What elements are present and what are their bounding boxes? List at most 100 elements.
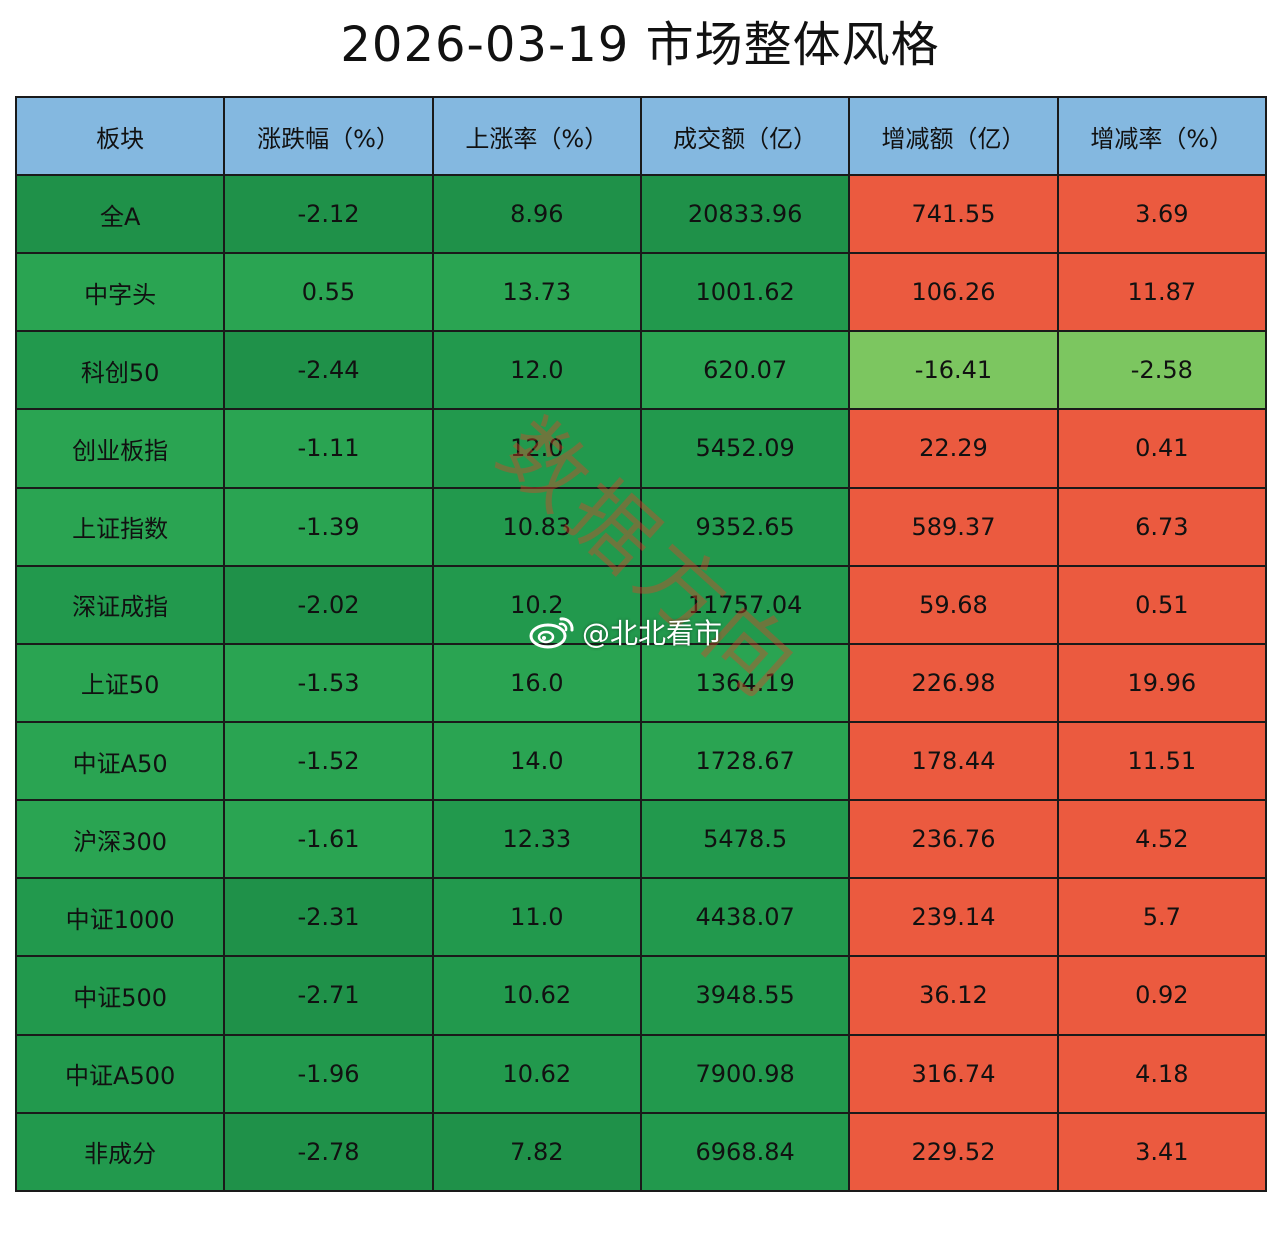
cell-turnover: 20833.96 [639, 173, 851, 255]
table-row: 上证50 -1.53 16.0 1364.19 226.98 19.96 [14, 642, 1268, 723]
cell-delta: 106.26 [848, 252, 1059, 333]
cell-rise-rate: 13.73 [431, 252, 642, 333]
table-row: 深证成指 -2.02 10.2 11757.04 59.68 0.51 [14, 564, 1268, 645]
cell-change-pct: -2.71 [223, 955, 434, 1036]
cell-delta-pct: 5.7 [1056, 877, 1268, 958]
header-turnover: 成交额（亿） [639, 96, 851, 176]
table-row: 中证1000 -2.31 11.0 4438.07 239.14 5.7 [14, 877, 1268, 958]
cell-rise-rate: 14.0 [431, 720, 642, 802]
header-rise-rate: 上涨率（%） [431, 96, 642, 176]
cell-sector: 中证500 [14, 955, 226, 1036]
table-row: 上证指数 -1.39 10.83 9352.65 589.37 6.73 [14, 486, 1268, 567]
cell-delta-pct: 11.51 [1056, 720, 1268, 802]
cell-turnover: 1364.19 [639, 642, 851, 723]
cell-delta: 239.14 [848, 877, 1059, 958]
cell-turnover: 9352.65 [639, 486, 851, 567]
cell-change-pct: -1.61 [223, 799, 434, 880]
cell-delta: 741.55 [848, 173, 1059, 255]
header-delta-pct: 增减率（%） [1056, 96, 1268, 176]
cell-rise-rate: 12.0 [431, 330, 642, 411]
cell-turnover: 1728.67 [639, 720, 851, 802]
cell-delta-pct: 3.69 [1056, 173, 1268, 255]
cell-delta: 229.52 [848, 1111, 1059, 1193]
cell-rise-rate: 10.62 [431, 1033, 642, 1114]
cell-delta: 236.76 [848, 799, 1059, 880]
cell-change-pct: -1.53 [223, 642, 434, 723]
cell-delta: 59.68 [848, 564, 1059, 645]
table-row: 创业板指 -1.11 12.0 5452.09 22.29 0.41 [14, 408, 1268, 489]
cell-turnover: 6968.84 [639, 1111, 851, 1193]
cell-change-pct: -1.96 [223, 1033, 434, 1114]
cell-sector: 非成分 [14, 1111, 226, 1193]
cell-sector: 中证A50 [14, 720, 226, 802]
cell-rise-rate: 12.0 [431, 408, 642, 489]
cell-delta: 589.37 [848, 486, 1059, 567]
cell-delta-pct: 19.96 [1056, 642, 1268, 723]
cell-sector: 上证指数 [14, 486, 226, 567]
cell-delta-pct: 0.41 [1056, 408, 1268, 489]
cell-turnover: 4438.07 [639, 877, 851, 958]
table-row: 中证500 -2.71 10.62 3948.55 36.12 0.92 [14, 955, 1268, 1036]
table-header-row: 板块 涨跌幅（%） 上涨率（%） 成交额（亿） 增减额（亿） 增减率（%） [14, 96, 1268, 176]
table-row: 沪深300 -1.61 12.33 5478.5 236.76 4.52 [14, 799, 1268, 880]
cell-delta-pct: 3.41 [1056, 1111, 1268, 1193]
cell-delta-pct: 4.52 [1056, 799, 1268, 880]
cell-change-pct: -1.11 [223, 408, 434, 489]
cell-rise-rate: 10.83 [431, 486, 642, 567]
cell-delta: 22.29 [848, 408, 1059, 489]
cell-change-pct: -2.44 [223, 330, 434, 411]
table-row: 非成分 -2.78 7.82 6968.84 229.52 3.41 [14, 1111, 1268, 1193]
cell-turnover: 620.07 [639, 330, 851, 411]
cell-change-pct: -2.02 [223, 564, 434, 645]
cell-turnover: 5478.5 [639, 799, 851, 880]
cell-change-pct: 0.55 [223, 252, 434, 333]
cell-delta: 178.44 [848, 720, 1059, 802]
cell-change-pct: -2.12 [223, 173, 434, 255]
cell-rise-rate: 10.2 [431, 564, 642, 645]
cell-rise-rate: 10.62 [431, 955, 642, 1036]
cell-delta-pct: 0.51 [1056, 564, 1268, 645]
cell-delta-pct: 11.87 [1056, 252, 1268, 333]
table-row: 中证A500 -1.96 10.62 7900.98 316.74 4.18 [14, 1033, 1268, 1114]
cell-sector: 中证A500 [14, 1033, 226, 1114]
market-style-table: 板块 涨跌幅（%） 上涨率（%） 成交额（亿） 增减额（亿） 增减率（%） 全A… [14, 96, 1268, 1193]
cell-delta-pct: 0.92 [1056, 955, 1268, 1036]
cell-sector: 科创50 [14, 330, 226, 411]
cell-change-pct: -1.39 [223, 486, 434, 567]
cell-rise-rate: 16.0 [431, 642, 642, 723]
cell-delta-pct: 4.18 [1056, 1033, 1268, 1114]
cell-rise-rate: 7.82 [431, 1111, 642, 1193]
cell-delta: 36.12 [848, 955, 1059, 1036]
cell-sector: 中字头 [14, 252, 226, 333]
table-row: 科创50 -2.44 12.0 620.07 -16.41 -2.58 [14, 330, 1268, 411]
cell-delta-pct: -2.58 [1056, 330, 1268, 411]
page-title: 2026-03-19 市场整体风格 [340, 17, 940, 73]
cell-sector: 沪深300 [14, 799, 226, 880]
cell-sector: 上证50 [14, 642, 226, 723]
cell-sector: 全A [14, 173, 226, 255]
cell-rise-rate: 11.0 [431, 877, 642, 958]
cell-delta: -16.41 [848, 330, 1059, 411]
cell-delta-pct: 6.73 [1056, 486, 1268, 567]
cell-turnover: 11757.04 [639, 564, 851, 645]
table-row: 全A -2.12 8.96 20833.96 741.55 3.69 [14, 173, 1268, 255]
cell-rise-rate: 12.33 [431, 799, 642, 880]
cell-delta: 226.98 [848, 642, 1059, 723]
header-sector: 板块 [14, 96, 226, 176]
table-row: 中证A50 -1.52 14.0 1728.67 178.44 11.51 [14, 720, 1268, 802]
cell-delta: 316.74 [848, 1033, 1059, 1114]
cell-change-pct: -2.31 [223, 877, 434, 958]
cell-sector: 深证成指 [14, 564, 226, 645]
cell-turnover: 7900.98 [639, 1033, 851, 1114]
header-change-pct: 涨跌幅（%） [223, 96, 434, 176]
cell-turnover: 5452.09 [639, 408, 851, 489]
cell-change-pct: -2.78 [223, 1111, 434, 1193]
cell-sector: 创业板指 [14, 408, 226, 489]
cell-change-pct: -1.52 [223, 720, 434, 802]
cell-turnover: 1001.62 [639, 252, 851, 333]
cell-sector: 中证1000 [14, 877, 226, 958]
cell-turnover: 3948.55 [639, 955, 851, 1036]
header-delta: 增减额（亿） [848, 96, 1059, 176]
table-row: 中字头 0.55 13.73 1001.62 106.26 11.87 [14, 252, 1268, 333]
cell-rise-rate: 8.96 [431, 173, 642, 255]
